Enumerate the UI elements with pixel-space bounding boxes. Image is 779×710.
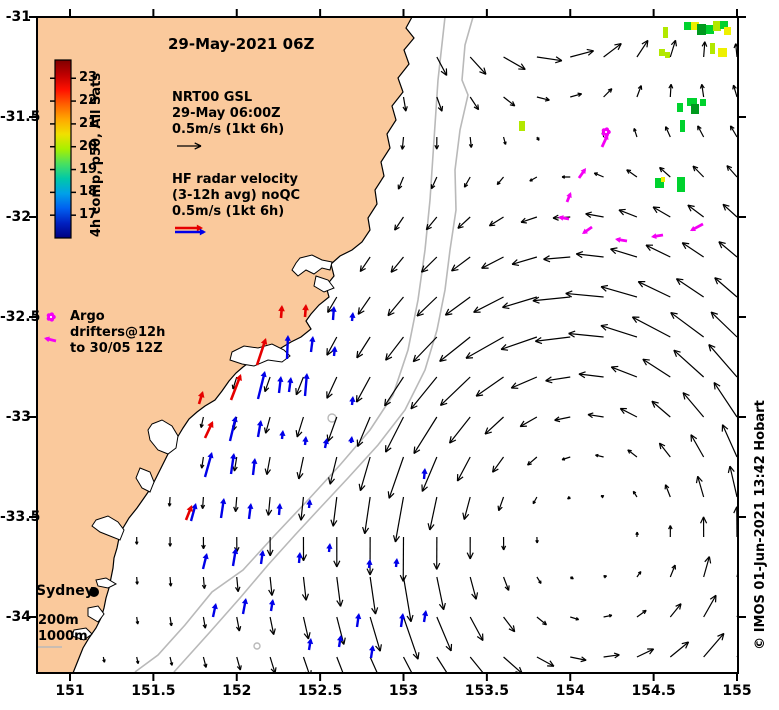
x-tick-label: 152.5 bbox=[297, 683, 343, 699]
contour-1000m bbox=[173, 17, 474, 673]
sst-patch bbox=[706, 25, 714, 34]
lake-shape bbox=[147, 419, 179, 455]
x-tick-label: 153.5 bbox=[464, 683, 510, 699]
gsl-legend: NRT00 GSL 29-May 06:00Z 0.5m/s (1kt 6h) bbox=[172, 90, 284, 138]
lake-shape bbox=[95, 577, 118, 589]
y-tick-label: -32.5 bbox=[0, 309, 41, 325]
x-tick-label: 154 bbox=[555, 683, 585, 699]
gsl-current-arrows bbox=[102, 39, 738, 673]
sst-patch bbox=[677, 177, 685, 192]
map-title: 29-May-2021 06Z bbox=[168, 35, 315, 53]
sst-patch bbox=[720, 21, 728, 29]
legend-symbols bbox=[44, 142, 206, 343]
colorbar-gradient bbox=[54, 59, 72, 239]
x-tick-label: 151.5 bbox=[131, 683, 176, 699]
lake-shape bbox=[91, 515, 125, 541]
depth-contours bbox=[38, 17, 474, 673]
y-tick-label: -31.5 bbox=[0, 109, 41, 125]
x-tick-label: 151 bbox=[55, 683, 85, 699]
y-tick-label: -32 bbox=[5, 209, 31, 225]
sst-patch bbox=[684, 22, 691, 30]
colorbar-tick-label: 22 bbox=[79, 93, 98, 109]
lake-shape bbox=[135, 467, 155, 493]
y-tick-label: -33 bbox=[5, 409, 31, 425]
argo-legend-title: Argo bbox=[70, 309, 105, 324]
sst-patch bbox=[687, 98, 697, 106]
sst-patch bbox=[691, 22, 699, 30]
sst-patch bbox=[697, 24, 706, 35]
depth-contour-legend: 200m 1000m bbox=[38, 613, 88, 645]
sydney-dot bbox=[89, 587, 99, 597]
colorbar bbox=[50, 59, 76, 239]
x-tick-label: 154.5 bbox=[631, 683, 676, 699]
sst-patch bbox=[665, 52, 670, 58]
lake-shape bbox=[313, 275, 335, 293]
depth-1000m-label: 1000m bbox=[38, 629, 88, 644]
sst-patch bbox=[519, 121, 525, 131]
sst-patch bbox=[659, 49, 665, 56]
hf-radar-arrows bbox=[189, 306, 429, 659]
sst-patch bbox=[713, 21, 721, 31]
sst-patch bbox=[680, 120, 685, 132]
hf-radar-legend: HF radar velocity (3-12h avg) noQC 0.5m/s … bbox=[172, 172, 300, 220]
sst-patch bbox=[718, 48, 727, 57]
city-marker bbox=[89, 587, 99, 597]
lake-shape bbox=[87, 605, 105, 623]
sst-patch bbox=[677, 103, 683, 112]
x-tick-label: 152 bbox=[222, 683, 252, 699]
x-tick-label: 155 bbox=[722, 683, 752, 699]
x-tick-label: 153 bbox=[388, 683, 419, 699]
y-tick-label: -34 bbox=[5, 609, 31, 625]
sst-patch bbox=[691, 104, 699, 114]
drifter-legend-line1: drifters@12h bbox=[70, 325, 166, 340]
lakes-estuaries bbox=[71, 254, 335, 641]
colorbar-tick-label: 23 bbox=[79, 70, 98, 86]
plot-frame bbox=[29, 9, 746, 681]
gsl-legend-line2: 29-May 06:00Z bbox=[172, 106, 281, 121]
gsl-legend-line3: 0.5m/s (1kt 6h) bbox=[172, 122, 285, 137]
radar-red-arrows bbox=[184, 304, 309, 521]
sst-patch bbox=[724, 27, 731, 35]
y-tick-label: -31 bbox=[5, 9, 31, 25]
colorbar-tick-label: 21 bbox=[79, 115, 98, 131]
depth-200m-label: 200m bbox=[38, 613, 79, 628]
sydney-label: Sydney bbox=[36, 583, 94, 599]
sst-patches bbox=[519, 21, 731, 192]
hf-legend-line2: (3-12h avg) noQC bbox=[172, 188, 301, 203]
drifter-legend-line2: to 30/05 12Z bbox=[70, 341, 163, 356]
argo-drifter-legend: Argo drifters@12h to 30/05 12Z bbox=[70, 309, 165, 357]
contour-200m bbox=[134, 17, 446, 673]
colorbar-tick-label: 19 bbox=[79, 161, 98, 177]
colorbar-tick-label: 18 bbox=[79, 184, 98, 200]
sst-patch bbox=[663, 27, 668, 38]
lake-shape bbox=[291, 254, 333, 277]
sst-patch bbox=[700, 99, 706, 106]
hf-legend-line1: HF radar velocity bbox=[172, 172, 299, 187]
sst-patch bbox=[661, 177, 665, 182]
argo-markers bbox=[601, 127, 611, 137]
colorbar-tick-label: 20 bbox=[79, 138, 98, 154]
contour-loop bbox=[253, 642, 261, 650]
colorbar-tick-label: 17 bbox=[79, 207, 98, 223]
copyright-label: © IMOS 01-Jun-2021 13:42 Hobart bbox=[753, 400, 768, 650]
hf-legend-line3: 0.5m/s (1kt 6h) bbox=[172, 204, 285, 219]
drifter-arrows bbox=[558, 134, 704, 243]
y-tick-label: -33.5 bbox=[0, 509, 41, 525]
lake-shape bbox=[71, 627, 93, 641]
sst-patch bbox=[710, 43, 715, 54]
sst-patch bbox=[655, 178, 664, 188]
gsl-legend-line1: NRT00 GSL bbox=[172, 90, 253, 105]
